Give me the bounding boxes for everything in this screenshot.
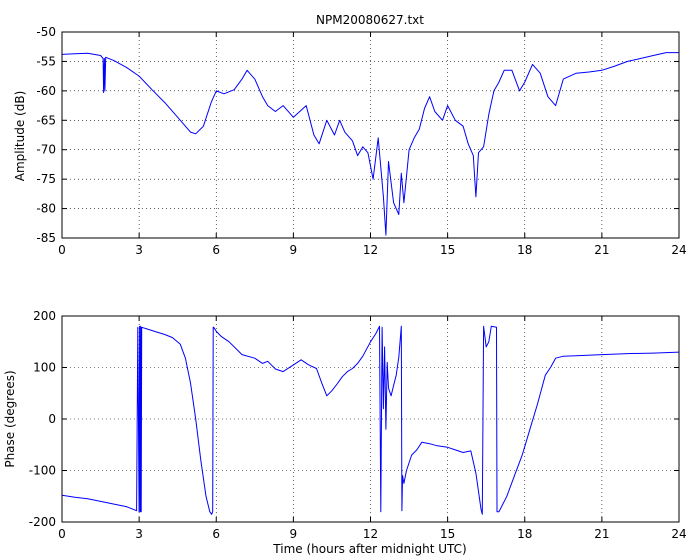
amplitude-grid	[62, 32, 679, 238]
amplitude-y-axis-label: Amplitude (dB)	[13, 91, 27, 182]
amplitude-ticks: 0 3 6 9 12 15 18 21 24 -85 -80 -75 -70 -65 -60 -55 -50	[36, 25, 686, 257]
phase-series-line	[61, 325, 680, 515]
phase-x-axis-label: Time (hours after midnight UTC)	[272, 542, 466, 556]
amplitude-y-tick-label: -60	[36, 84, 56, 98]
phase-x-tick-label: 6	[212, 527, 220, 541]
amplitude-x-tick-label: 3	[135, 243, 143, 257]
amplitude-y-tick-label: -65	[36, 113, 56, 127]
phase-grid	[62, 316, 679, 522]
phase-y-axis-label: Phase (degrees)	[3, 370, 17, 467]
phase-y-tick-label: 100	[33, 361, 56, 375]
amplitude-y-tick-label: -75	[36, 172, 56, 186]
phase-plot: 0 3 6 9 12 15 18 21 24 -200 -100 0 100 200 Phase (deg…	[3, 309, 687, 556]
phase-y-tick-label: 0	[48, 412, 56, 426]
amplitude-plot: 0 3 6 9 12 15 18 21 24 -85 -80 -75 -70 -65 -60 -55 -50 A…	[13, 25, 687, 257]
phase-y-tick-label: 200	[33, 309, 56, 323]
amplitude-x-tick-label: 0	[58, 243, 66, 257]
amplitude-y-tick-label: -80	[36, 202, 56, 216]
amplitude-x-tick-label: 18	[517, 243, 532, 257]
phase-x-tick-label: 12	[363, 527, 378, 541]
amplitude-x-tick-label: 6	[212, 243, 220, 257]
phase-x-tick-label: 3	[135, 527, 143, 541]
phase-x-tick-label: 21	[594, 527, 609, 541]
amplitude-x-tick-label: 9	[290, 243, 298, 257]
phase-x-tick-label: 18	[517, 527, 532, 541]
amplitude-x-tick-label: 21	[594, 243, 609, 257]
amplitude-y-tick-label: -70	[36, 143, 56, 157]
amplitude-x-tick-label: 12	[363, 243, 378, 257]
amplitude-series-line	[61, 52, 679, 236]
amplitude-x-tick-label: 24	[671, 243, 686, 257]
amplitude-plot-title: NPM20080627.txt	[316, 13, 424, 27]
phase-ticks: 0 3 6 9 12 15 18 21 24 -200 -100 0 100 200	[29, 309, 687, 541]
amplitude-y-tick-label: -55	[36, 54, 56, 68]
phase-x-tick-label: 0	[58, 527, 66, 541]
amplitude-y-tick-label: -85	[36, 231, 56, 245]
amplitude-y-tick-label: -50	[36, 25, 56, 39]
phase-x-tick-label: 24	[671, 527, 686, 541]
phase-y-tick-label: -100	[29, 464, 56, 478]
phase-x-tick-label: 15	[440, 527, 455, 541]
phase-y-tick-label: -200	[29, 515, 56, 529]
phase-x-tick-label: 9	[290, 527, 298, 541]
amplitude-x-tick-label: 15	[440, 243, 455, 257]
